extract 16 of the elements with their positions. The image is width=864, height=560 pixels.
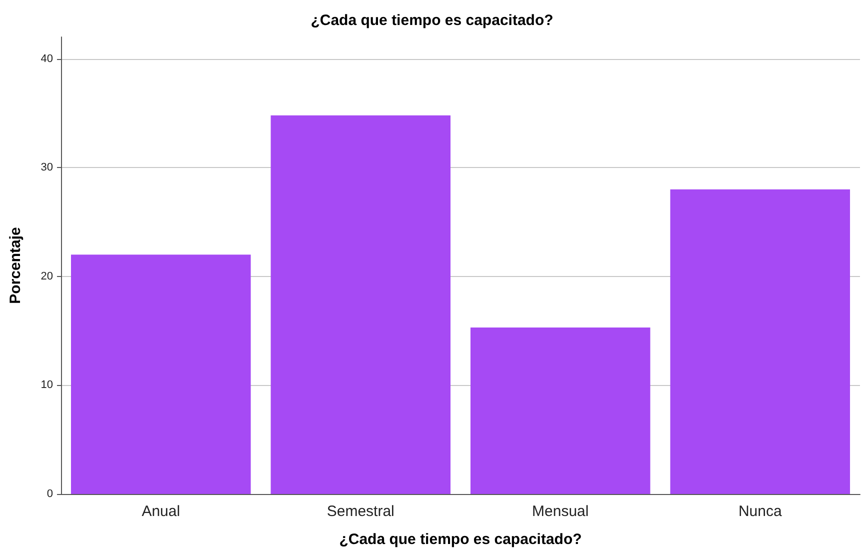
- y-tick-label: 0: [46, 488, 53, 500]
- bar: [470, 328, 650, 494]
- x-tick-label: Anual: [142, 503, 180, 520]
- x-tick-label: Semestral: [326, 503, 394, 520]
- y-axis-title: Porcentaje: [7, 227, 24, 304]
- bar: [670, 189, 850, 494]
- y-tick-label: 10: [40, 379, 53, 392]
- x-tick-label: Mensual: [532, 503, 589, 520]
- y-tick-label: 30: [40, 162, 53, 174]
- y-tick-label: 20: [40, 270, 53, 282]
- x-axis-title: ¿Cada que tiempo es capacitado?: [339, 531, 582, 548]
- y-tick-label: 40: [40, 52, 53, 65]
- bar: [70, 254, 251, 494]
- chart-title: ¿Cada que tiempo es capacitado?: [310, 12, 554, 29]
- x-tick-label: Nunca: [738, 503, 782, 520]
- bar: [270, 115, 451, 494]
